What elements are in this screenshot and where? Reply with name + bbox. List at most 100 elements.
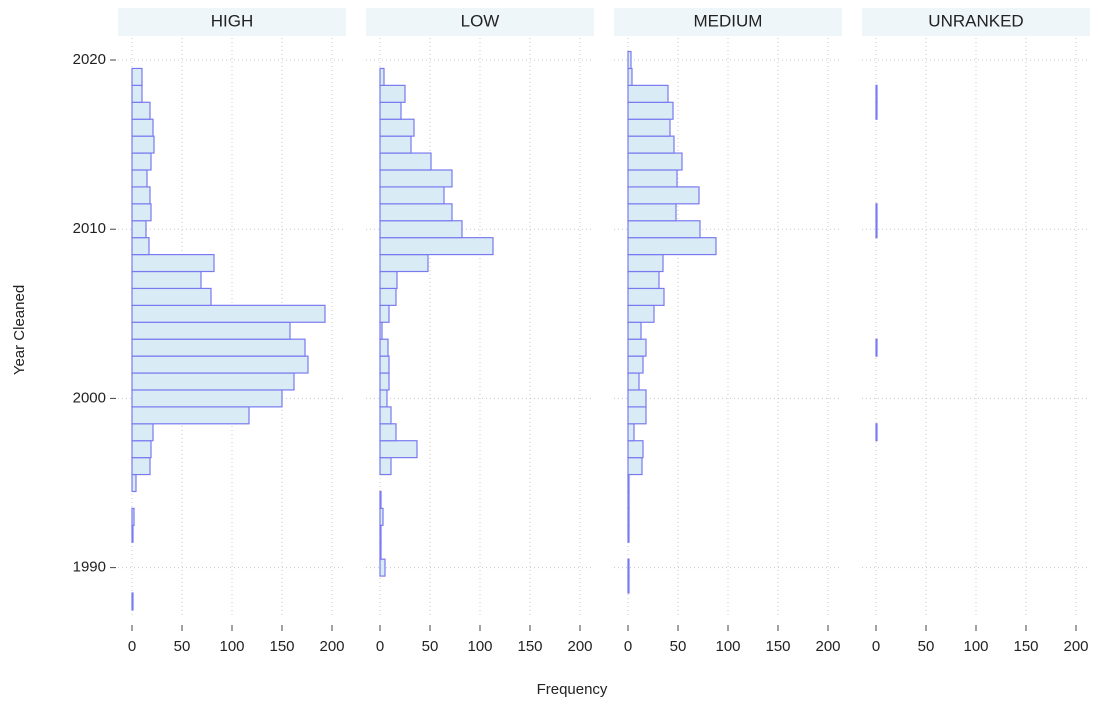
bar: [131, 135, 155, 154]
bar: [875, 84, 878, 103]
bar: [379, 152, 432, 171]
bar: [379, 558, 386, 577]
bar: [379, 118, 415, 137]
bar: [627, 203, 677, 222]
bar: [379, 355, 390, 374]
bar: [627, 423, 635, 442]
bar: [627, 135, 675, 154]
bar: [875, 338, 878, 357]
bar: [131, 457, 151, 476]
bar: [131, 372, 295, 391]
x-tick-label: 0: [376, 638, 384, 655]
bar: [379, 321, 383, 340]
bar: [131, 152, 152, 171]
bar: [379, 304, 390, 323]
bar: [131, 67, 143, 86]
bar: [131, 237, 150, 256]
bar: [627, 84, 669, 103]
bar: [627, 524, 630, 543]
bar: [875, 220, 878, 239]
bar: [379, 440, 418, 459]
bar: [131, 507, 135, 526]
strip: [118, 8, 346, 36]
bar: [131, 186, 151, 205]
bar: [131, 321, 291, 340]
bar: [627, 220, 701, 239]
x-axis-label: Frequency: [537, 681, 608, 698]
y-tick-label: 2000: [73, 389, 106, 406]
bar: [379, 67, 385, 86]
bar: [627, 152, 683, 171]
bar: [131, 253, 215, 273]
bar: [131, 118, 154, 137]
bar: [131, 287, 212, 306]
bar: [131, 592, 134, 611]
y-tick-label: 2010: [73, 220, 106, 237]
bar: [627, 50, 632, 70]
bar: [379, 490, 382, 509]
bar: [627, 101, 674, 120]
x-tick-label: 200: [1063, 638, 1088, 655]
x-tick-label: 150: [765, 638, 790, 655]
bar: [379, 372, 390, 391]
bar: [131, 524, 134, 543]
bar: [627, 355, 644, 374]
bar: [131, 355, 309, 374]
bar: [627, 186, 700, 205]
x-tick-label: 50: [422, 638, 439, 655]
bar: [627, 118, 671, 137]
bar: [627, 304, 655, 323]
panel-title: LOW: [461, 11, 500, 30]
x-tick-label: 200: [815, 638, 840, 655]
x-tick-label: 0: [624, 638, 632, 655]
bar: [627, 558, 630, 577]
bar: [379, 287, 397, 306]
x-tick-label: 150: [1013, 638, 1038, 655]
x-tick-label: 150: [517, 638, 542, 655]
x-tick-label: 0: [128, 638, 136, 655]
bar: [875, 101, 878, 120]
panel-title: MEDIUM: [694, 11, 763, 30]
bar: [131, 473, 137, 493]
bar: [379, 457, 392, 476]
bar: [379, 135, 412, 154]
x-tick-label: 100: [467, 638, 492, 655]
bar: [379, 237, 494, 256]
x-tick-label: 50: [918, 638, 935, 655]
bar: [379, 406, 392, 425]
x-tick-label: 200: [567, 638, 592, 655]
bar: [627, 473, 630, 493]
bar: [131, 101, 151, 120]
y-tick-label: 1990: [73, 559, 106, 576]
bar: [627, 338, 647, 357]
bar: [627, 406, 647, 425]
x-tick-label: 0: [872, 638, 880, 655]
bar: [131, 84, 143, 103]
bar: [379, 101, 402, 120]
x-tick-label: 100: [963, 638, 988, 655]
bar: [379, 338, 389, 357]
bar: [379, 524, 382, 543]
strip: [862, 8, 1090, 36]
bar: [627, 507, 630, 526]
bar: [379, 84, 406, 103]
bar: [379, 423, 397, 442]
bar: [627, 169, 678, 188]
bar: [131, 270, 202, 290]
bar: [131, 440, 152, 459]
bar: [379, 186, 445, 205]
bar: [627, 253, 664, 273]
strip: [366, 8, 594, 36]
bar: [379, 541, 382, 560]
bar: [131, 304, 326, 323]
bar: [379, 253, 429, 273]
bar: [627, 67, 633, 86]
bar: [875, 203, 878, 222]
bar: [875, 423, 878, 442]
bar: [627, 575, 630, 594]
x-tick-label: 150: [269, 638, 294, 655]
x-tick-label: 50: [670, 638, 687, 655]
x-tick-label: 200: [319, 638, 344, 655]
bar: [379, 389, 388, 408]
bar: [627, 457, 643, 476]
